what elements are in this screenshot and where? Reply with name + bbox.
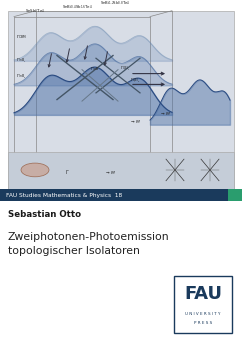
Text: $\Gamma_\mathrm{CBM}$: $\Gamma_\mathrm{CBM}$ [16, 33, 27, 41]
Text: $\mathrm{SnBi_{0.4}Sb_{1.6}Te_4}$: $\mathrm{SnBi_{0.4}Sb_{1.6}Te_4}$ [62, 4, 93, 11]
Text: $\mathrm{SnBi_{1.2}Sb_{0.8}Te_4}$: $\mathrm{SnBi_{1.2}Sb_{0.8}Te_4}$ [100, 0, 130, 8]
Text: $\Gamma_\mathrm{InEl_1}$: $\Gamma_\mathrm{InEl_1}$ [16, 57, 27, 65]
Bar [174, 276, 232, 333]
Text: $\Gamma_\mathrm{InEl}$: $\Gamma_\mathrm{InEl}$ [90, 66, 99, 73]
Text: Sebastian Otto: Sebastian Otto [8, 210, 81, 219]
Text: topologischer Isolatoren: topologischer Isolatoren [8, 247, 140, 256]
Text: $\Gamma_\mathrm{QEl_1}$: $\Gamma_\mathrm{QEl_1}$ [120, 64, 130, 72]
Bar [0, 189, 228, 202]
Text: $\Gamma$: $\Gamma$ [65, 168, 70, 176]
Bar [8, 11, 234, 195]
Text: $\rightarrow M$: $\rightarrow M$ [160, 110, 171, 117]
Text: P R E S S: P R E S S [194, 322, 212, 325]
Text: $\Gamma_\mathrm{QEl_2}$: $\Gamma_\mathrm{QEl_2}$ [130, 76, 140, 84]
Text: FAU Studies Mathematics & Physics  18: FAU Studies Mathematics & Physics 18 [6, 193, 122, 197]
Text: U N I V E R S I T Y: U N I V E R S I T Y [185, 312, 221, 316]
Bar [228, 189, 242, 202]
Text: $\mathrm{SnSb_2Te_4}$: $\mathrm{SnSb_2Te_4}$ [25, 8, 45, 15]
Ellipse shape [21, 163, 49, 177]
Bar [8, 152, 234, 195]
Text: $\rightarrow M$: $\rightarrow M$ [105, 169, 116, 176]
Text: Zweiphotonen-Photoemission: Zweiphotonen-Photoemission [8, 232, 170, 242]
Text: FAU: FAU [184, 285, 222, 303]
Text: $\rightarrow M$: $\rightarrow M$ [130, 118, 141, 125]
Text: $\Gamma_\mathrm{InEl_2}$: $\Gamma_\mathrm{InEl_2}$ [16, 73, 27, 80]
